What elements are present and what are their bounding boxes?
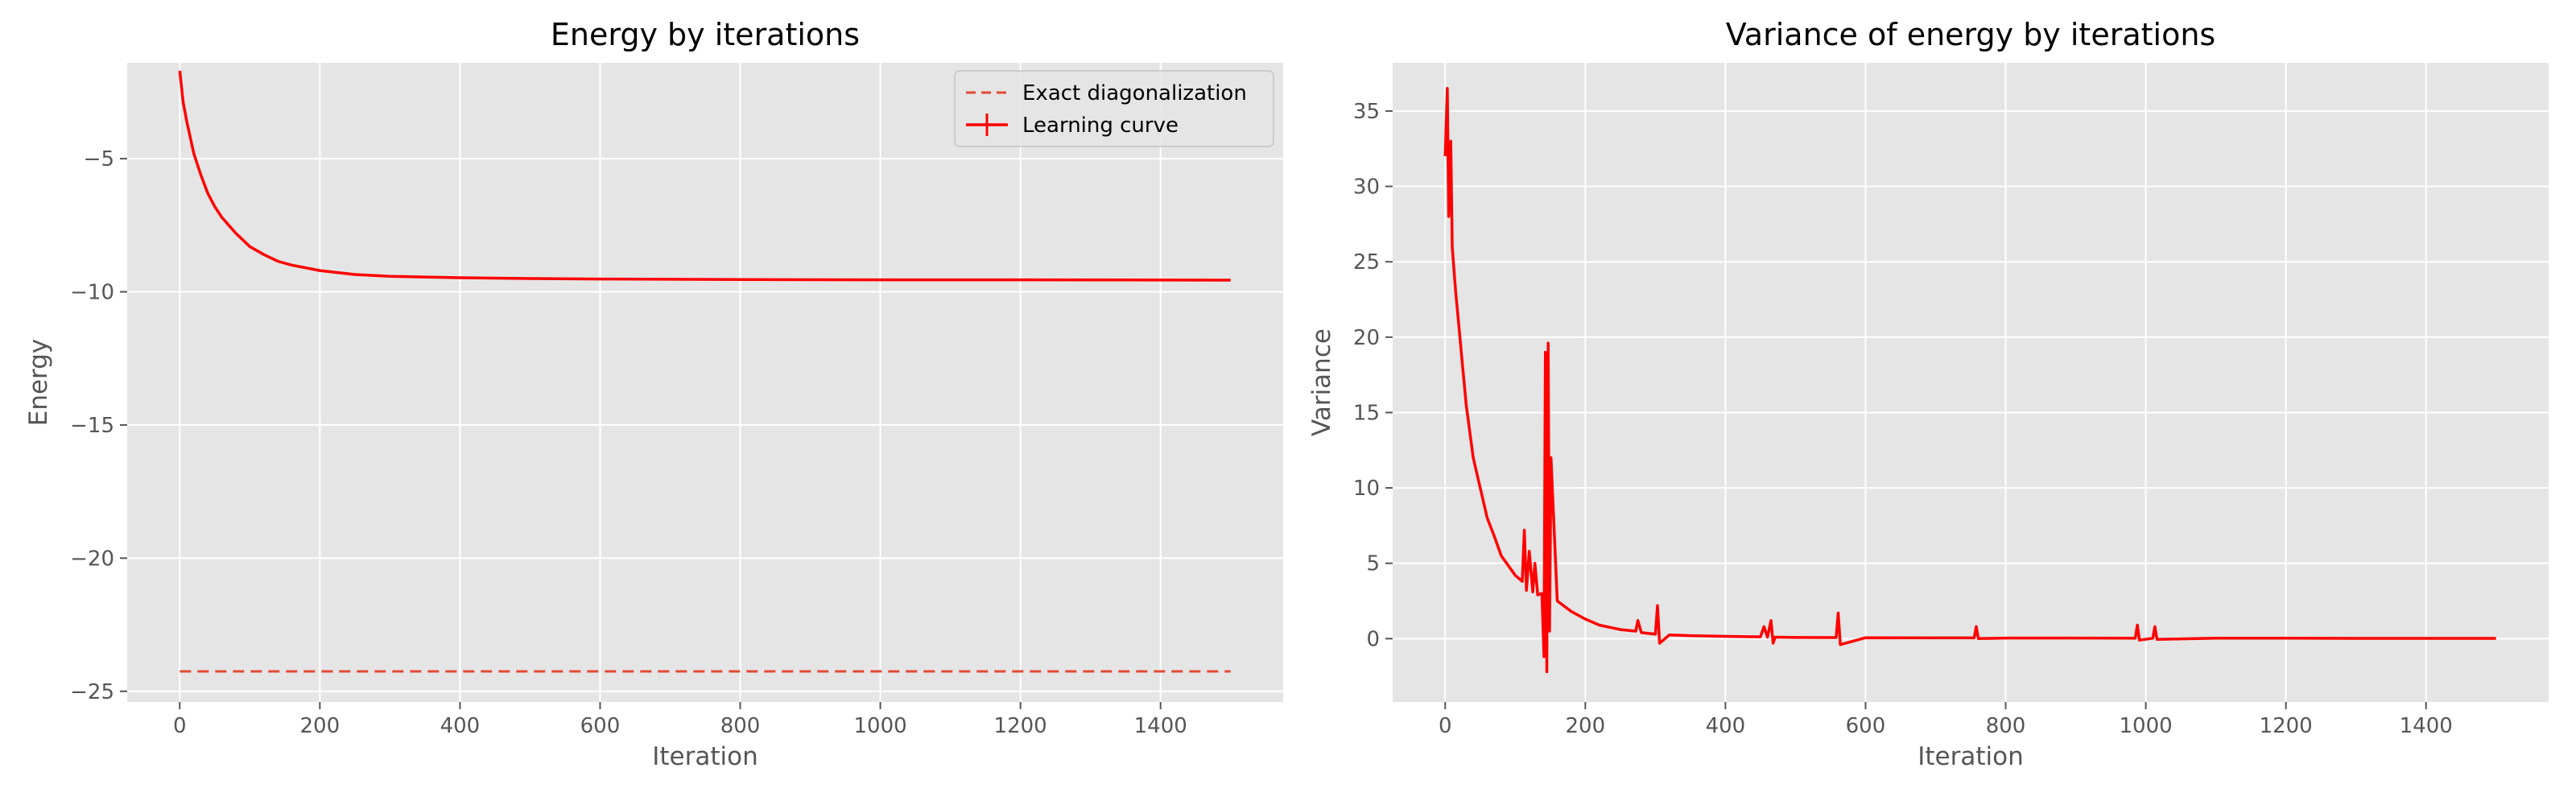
legend-frame bbox=[954, 70, 1274, 147]
energy-series-layer bbox=[178, 70, 1231, 673]
y-tick-label: 15 bbox=[1353, 401, 1380, 425]
x-tick-label: 600 bbox=[580, 714, 621, 738]
legend-label-exact-diagonalization: Exact diagonalization bbox=[1022, 81, 1247, 105]
x-tick-label: 800 bbox=[1986, 714, 2026, 738]
y-tick-label: −20 bbox=[70, 547, 114, 571]
variance-x-axis-label: Iteration bbox=[1918, 742, 2024, 771]
x-tick-label: 1000 bbox=[853, 714, 906, 738]
y-tick-label: −25 bbox=[70, 680, 114, 704]
energy-ticks: 0 200 400 600 800 1000 1200 1400 −5 −10 −15 −20 −25 bbox=[70, 147, 1187, 738]
x-tick-label: 400 bbox=[1706, 714, 1746, 738]
x-tick-label: 1200 bbox=[994, 714, 1047, 738]
energy-chart-title: Energy by iterations bbox=[551, 17, 860, 52]
energy-chart: 0 200 400 600 800 1000 1200 1400−5−10−15−20−25 … bbox=[24, 17, 1283, 771]
y-tick-label: −10 bbox=[70, 281, 114, 305]
y-tick-label: 0 bbox=[1366, 627, 1380, 651]
y-tick-label: 35 bbox=[1353, 100, 1380, 124]
x-tick-label: 400 bbox=[440, 714, 481, 738]
energy-grid bbox=[127, 63, 1283, 702]
energy-y-axis-label: Energy bbox=[24, 339, 53, 427]
x-tick-label: 1000 bbox=[2119, 714, 2172, 738]
energy-x-axis-label: Iteration bbox=[652, 742, 758, 771]
energy-legend: Exact diagonalization Learning curve bbox=[954, 70, 1274, 147]
y-tick-label: 20 bbox=[1353, 326, 1380, 350]
variance-ticks: 0 200 400 600 800 1000 1200 1400 0 5 10 15 20 25 30 35 bbox=[1353, 100, 2453, 738]
y-tick-label: 5 bbox=[1366, 552, 1380, 576]
x-tick-label: 0 bbox=[173, 714, 187, 738]
x-tick-label: 1400 bbox=[1134, 714, 1187, 738]
learning-curve-line bbox=[178, 70, 1231, 282]
x-tick-label: 1200 bbox=[2260, 714, 2313, 738]
x-tick-label: 200 bbox=[1566, 714, 1606, 738]
x-tick-label: 800 bbox=[720, 714, 761, 738]
variance-line bbox=[1443, 87, 2496, 674]
y-tick-label: −5 bbox=[84, 147, 114, 171]
y-tick-label: −15 bbox=[70, 414, 114, 438]
x-tick-label: 1400 bbox=[2400, 714, 2453, 738]
variance-y-axis-label: Variance bbox=[1307, 328, 1336, 436]
variance-chart-title: Variance of energy by iterations bbox=[1726, 17, 2215, 52]
x-tick-label: 0 bbox=[1439, 714, 1452, 738]
y-tick-label: 10 bbox=[1353, 477, 1380, 501]
y-tick-label: 25 bbox=[1353, 250, 1380, 275]
variance-series-layer bbox=[1443, 87, 2496, 674]
y-tick-label: 30 bbox=[1353, 175, 1380, 200]
legend-label-learning-curve: Learning curve bbox=[1022, 114, 1179, 138]
variance-chart: 0 200 400 600 800 1000 1200 140005101520253035 … bbox=[1307, 17, 2549, 771]
x-tick-label: 600 bbox=[1846, 714, 1886, 738]
x-tick-label: 200 bbox=[300, 714, 341, 738]
